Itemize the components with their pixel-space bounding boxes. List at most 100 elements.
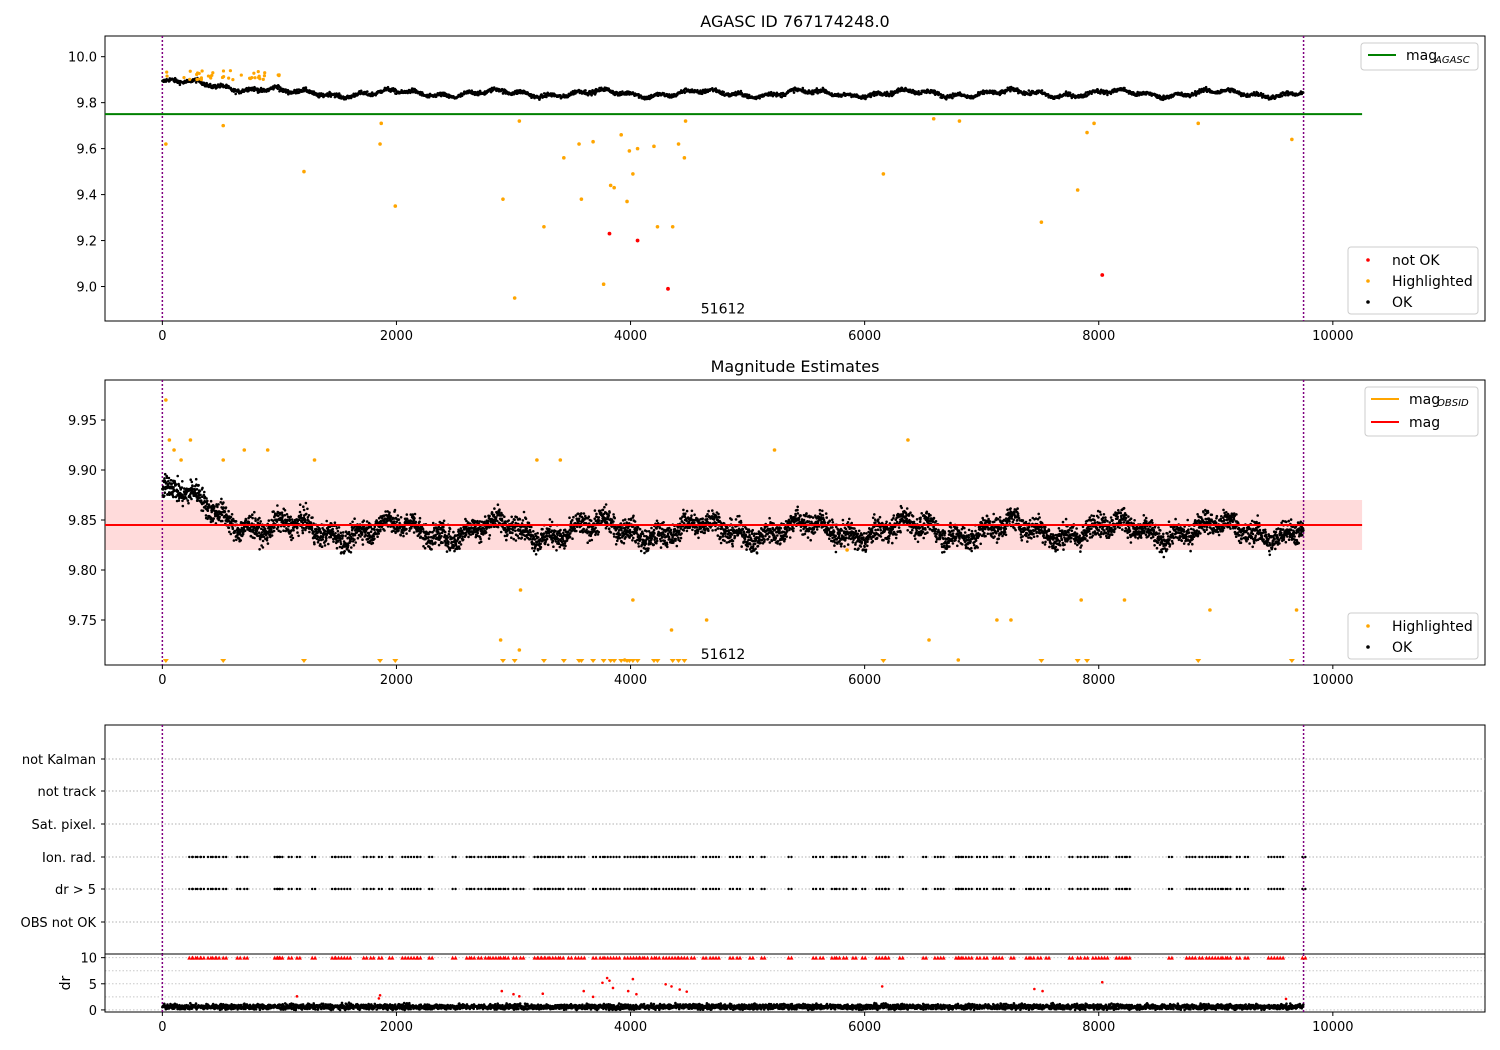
ok-point (595, 512, 598, 516)
ok-point (585, 528, 588, 531)
ok-point (327, 542, 330, 546)
ok-point (637, 542, 640, 545)
ok-point (456, 547, 459, 551)
ok-point (552, 545, 555, 548)
ok-point (356, 536, 360, 540)
ok-point (758, 97, 761, 100)
obsid-annotation: 51612 (701, 302, 746, 318)
ok-point (616, 539, 619, 543)
highlighted-point (164, 142, 168, 146)
ok-point (267, 519, 271, 522)
highlighted-point (627, 149, 632, 153)
ok-point (551, 539, 555, 543)
ok-point (312, 90, 316, 93)
ok-point (530, 525, 533, 529)
highlighted-point (608, 183, 613, 188)
ok-point (172, 495, 175, 499)
ok-point (578, 520, 581, 523)
ok-point (428, 530, 432, 534)
ok-point (352, 544, 356, 547)
ok-point (421, 527, 425, 531)
highlighted-point (652, 144, 656, 149)
highlighted-point (276, 73, 280, 77)
legend-subscript: AGASC (1434, 55, 1470, 66)
ok-point (332, 540, 335, 543)
x-tick-label: 6000 (848, 329, 881, 344)
ok-point (520, 536, 524, 539)
ok-point (379, 519, 383, 523)
ok-point (554, 540, 558, 543)
ok-point (568, 516, 571, 519)
ok-point (499, 530, 503, 534)
ok-point (397, 518, 401, 521)
ok-point (593, 517, 596, 520)
ok-point (203, 490, 206, 494)
highlighted-point (512, 296, 517, 300)
ok-point (541, 527, 544, 531)
ok-point (461, 538, 465, 541)
ok-point (383, 529, 386, 532)
ok-point (301, 531, 305, 535)
ok-point (337, 92, 341, 95)
ok-point (414, 520, 418, 524)
ok-point (430, 548, 433, 551)
ok-point (623, 518, 627, 521)
ok-point (634, 541, 637, 544)
ok-point (1204, 85, 1208, 89)
highlighted-point (221, 123, 226, 128)
ok-point (530, 540, 534, 543)
ok-point (493, 507, 496, 510)
ok-point (629, 530, 632, 534)
ok-point (349, 539, 353, 543)
ok-point (523, 538, 527, 541)
ok-point (517, 536, 521, 540)
highlighted-point (683, 119, 688, 123)
ok-point (644, 542, 648, 546)
ok-point (174, 483, 178, 486)
ok-point (419, 530, 423, 533)
not-ok-point (1100, 273, 1105, 277)
ok-point (217, 503, 220, 506)
ok-point (563, 547, 566, 550)
ok-point (559, 528, 562, 532)
ok-point (620, 526, 623, 530)
ok-point (284, 88, 288, 91)
ok-point (427, 536, 431, 539)
ok-point (199, 493, 202, 497)
ok-point (265, 538, 269, 542)
ok-point (181, 480, 184, 483)
ok-point (299, 513, 303, 517)
x-tick-label: 2000 (380, 329, 413, 344)
ok-point (496, 525, 500, 529)
ok-point (329, 95, 333, 98)
y-tick-label: 9.4 (76, 189, 97, 204)
ok-point (576, 512, 580, 515)
ok-point (307, 514, 311, 517)
ok-point (603, 505, 606, 509)
ok-point (482, 527, 486, 530)
ok-point (301, 529, 304, 532)
ok-point (405, 527, 408, 531)
ok-point (405, 513, 409, 516)
ok-point (204, 514, 208, 517)
highlighted-point (378, 142, 382, 146)
ok-point (521, 91, 524, 95)
ok-point (536, 548, 540, 552)
highlighted-point (227, 76, 231, 80)
ok-point (413, 512, 417, 516)
ok-point (176, 489, 180, 493)
ok-point (340, 551, 343, 554)
ok-point (181, 504, 185, 508)
ok-point (298, 503, 302, 507)
ok-point (283, 509, 287, 512)
ok-point (251, 516, 254, 520)
highlighted-point (228, 69, 233, 73)
highlighted-point (1092, 121, 1096, 126)
ok-point (276, 87, 280, 91)
ok-point (167, 476, 171, 480)
ok-point (304, 501, 308, 505)
ok-point (525, 527, 528, 530)
ok-point (573, 527, 576, 530)
ok-point (172, 486, 175, 489)
